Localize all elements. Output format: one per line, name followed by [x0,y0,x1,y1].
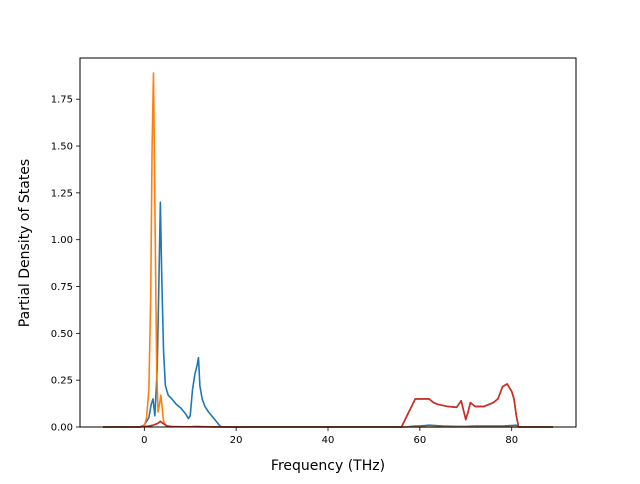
x-tick-label: 80 [505,435,518,446]
y-tick-label: 0.50 [51,329,73,340]
x-axis-ticks: 0 20 40 60 80 [141,427,518,446]
x-tick-label: 60 [413,435,426,446]
y-tick-label: 0.25 [51,376,73,387]
y-tick-label: 1.00 [51,235,73,246]
y-axis-label: Partial Density of States [17,159,33,327]
x-tick-label: 20 [230,435,243,446]
x-tick-label: 0 [141,435,147,446]
y-tick-label: 0.75 [51,282,73,293]
series-line-4 [102,383,554,428]
y-tick-label: 1.25 [51,188,73,199]
x-axis-label: Frequency (THz) [271,458,385,474]
y-axis-ticks: 0.00 0.25 0.50 0.75 1.00 1.25 1.50 1.75 [51,95,80,434]
series-layer [102,72,554,428]
y-tick-label: 1.50 [51,142,73,153]
y-tick-label: 1.75 [51,95,73,106]
x-tick-label: 40 [322,435,335,446]
y-tick-label: 0.00 [51,423,73,434]
